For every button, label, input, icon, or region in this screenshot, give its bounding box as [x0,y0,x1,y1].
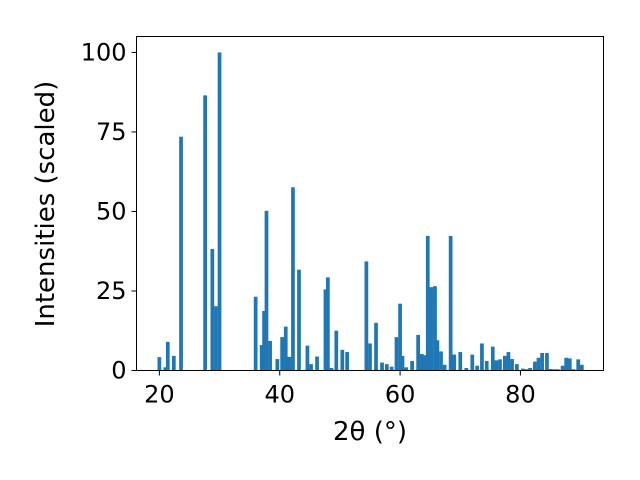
bar [448,235,453,371]
bar [579,364,584,371]
bar [425,235,430,371]
bar [555,369,560,371]
bar [506,352,511,371]
x-tick-label: 60 [385,381,416,409]
bar [297,269,301,371]
bar [452,354,457,371]
y-tick-label: 50 [96,197,127,225]
y-axis-label: Intensities (scaled) [31,81,61,328]
bar [475,365,479,371]
bar [264,210,269,371]
bar [528,367,532,371]
bar [364,261,369,371]
y-tick-label: 25 [96,277,127,305]
bar [435,340,440,371]
bar [157,357,162,371]
bar [163,367,168,371]
bar [268,340,272,371]
bar [571,369,576,371]
bar [179,136,183,371]
bar [464,367,469,371]
bar [480,343,484,371]
bar [442,364,447,371]
bars-group [157,52,584,371]
bar [524,369,529,371]
bar [315,356,319,371]
y-tick-label: 75 [96,118,127,146]
bar [214,306,218,371]
bar [380,362,384,371]
bar [389,366,394,371]
bar [548,368,553,371]
bar [280,337,284,371]
bar [490,346,495,371]
bar [567,358,572,371]
bar [340,349,345,371]
x-tick-label: 40 [264,381,295,409]
bar [410,360,414,371]
bar [203,95,207,371]
axes-group: 20 40 60 80 0 25 50 75 100 [81,38,536,408]
bar [552,369,557,371]
bar [210,248,215,371]
bar [165,341,170,371]
bar [520,368,525,371]
bar [494,360,499,371]
bar [564,357,569,371]
bar [545,353,549,371]
bar [470,354,475,371]
bar [394,337,399,371]
bar [262,311,266,371]
bar [291,187,295,371]
bar [560,365,565,371]
bar [275,359,280,371]
bar [309,364,313,371]
bar [533,361,537,371]
bar [171,355,176,371]
bar [283,326,288,371]
bar [253,296,258,371]
bar [217,52,222,371]
bar [259,345,264,371]
bar [422,355,427,371]
bar [329,367,334,371]
x-tick-label: 80 [505,381,536,409]
bar [287,356,292,371]
bar [323,289,328,371]
bar [540,353,544,371]
bar [345,352,349,371]
bar [484,360,489,371]
bar [498,359,502,371]
bar [514,364,519,371]
bar [326,277,330,371]
bar [334,330,339,371]
bar [433,286,437,371]
bar [368,343,372,371]
bar [416,334,421,371]
bar [429,287,434,371]
bar [536,357,541,371]
bar [458,352,463,371]
y-tick-label: 100 [81,38,127,66]
bar [384,364,389,371]
bar [374,322,378,371]
y-tick-label: 0 [111,357,126,385]
bar [502,355,507,371]
bar [305,345,310,371]
x-axis-label: 2θ (°) [333,417,407,447]
bar [439,351,443,371]
bar [398,303,402,371]
plot-frame [136,36,604,371]
bar [419,353,424,371]
x-tick-label: 20 [144,381,175,409]
bar [510,359,514,371]
bar [576,359,581,371]
bar [404,367,408,371]
bar [400,355,405,371]
